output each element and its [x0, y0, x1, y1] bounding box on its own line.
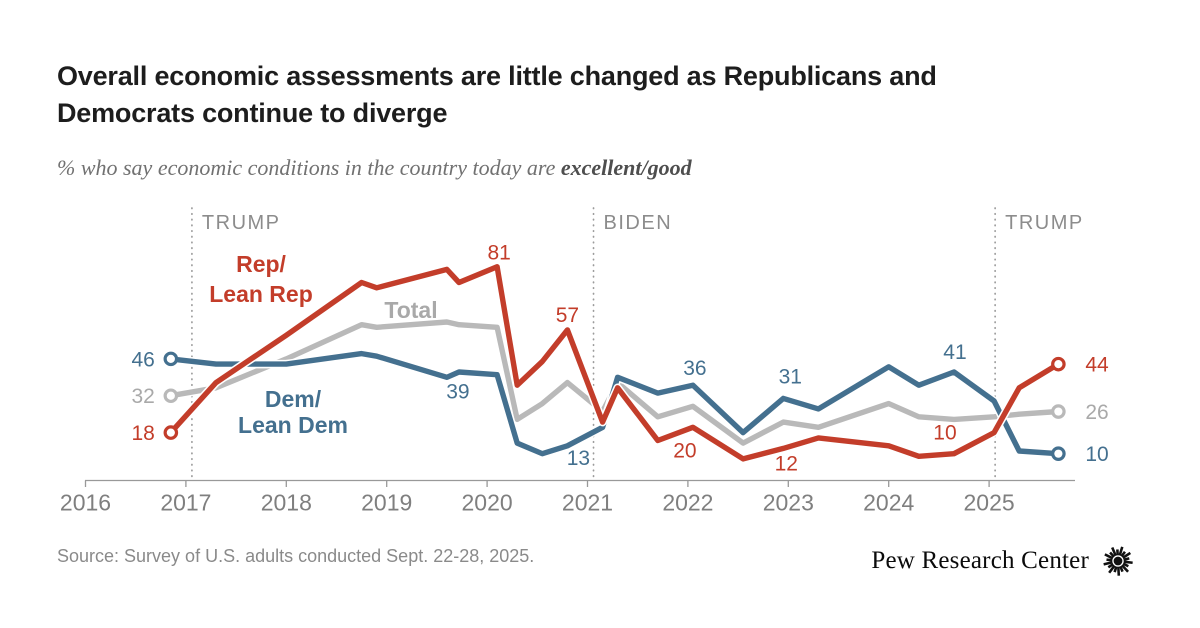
- line-rep-lean-rep: [168, 264, 1062, 462]
- value-annotation: 13: [567, 447, 590, 470]
- axis-tick-label: 2016: [60, 490, 111, 516]
- sunburst-spoke: [1118, 546, 1124, 556]
- value-annotation: 12: [775, 452, 798, 475]
- start-value-label: 46: [131, 348, 154, 371]
- end-value-label: 26: [1085, 401, 1108, 424]
- axis-tick-label: 2024: [863, 490, 914, 516]
- endpoint-marker: [163, 425, 179, 440]
- value-annotation: 10: [933, 422, 956, 445]
- pew-sunburst-icon: [1103, 546, 1133, 576]
- axis-tick-label: 2017: [160, 490, 211, 516]
- sunburst-spoke: [1123, 560, 1133, 565]
- endpoint-marker: [1051, 446, 1066, 461]
- page-title-line-2: Democrats continue to diverge: [57, 98, 448, 128]
- series-label-dem-lean-dem: Dem/: [265, 386, 322, 412]
- sunburst-spoke: [1122, 551, 1132, 559]
- axis-tick-label: 2021: [562, 490, 613, 516]
- endpoint-marker: [1051, 356, 1066, 372]
- sunburst-spoke: [1123, 557, 1130, 561]
- value-annotation: 39: [446, 380, 469, 403]
- start-value-label: 32: [131, 385, 154, 408]
- term-label: TRUMP: [202, 212, 281, 234]
- term-label: BIDEN: [604, 212, 673, 234]
- chart-subtitle-text: % who say economic conditions in the cou…: [57, 155, 561, 180]
- sunburst-spoke: [1120, 564, 1130, 573]
- value-annotation: 41: [943, 341, 966, 364]
- endpoint-marker: [1051, 404, 1066, 419]
- source-note: Source: Survey of U.S. adults conducted …: [57, 546, 535, 566]
- axis-tick-label: 2023: [763, 490, 814, 516]
- page-title: Overall economic assessments are little …: [57, 58, 1117, 132]
- value-annotation: 36: [683, 357, 706, 380]
- chart-subtitle-emphasis: excellent/good: [560, 155, 692, 180]
- sunburst-spoke: [1113, 556, 1123, 566]
- series-label-dem-lean-dem: Lean Dem: [238, 412, 348, 438]
- start-value-label: 18: [131, 422, 154, 445]
- axis-tick-label: 2020: [462, 490, 513, 516]
- series-label-rep-lean-rep: Lean Rep: [209, 281, 313, 307]
- sunburst-spoke: [1120, 550, 1126, 558]
- value-annotation: 81: [487, 242, 510, 265]
- sunburst-spoke: [1119, 565, 1124, 573]
- axis-tick-label: 2018: [261, 490, 312, 516]
- end-value-label: 44: [1085, 354, 1109, 377]
- axis-tick-label: 2025: [964, 490, 1015, 516]
- sunburst-spoke: [1103, 561, 1113, 566]
- sunburst-spoke: [1113, 566, 1118, 573]
- brand-name: Pew Research Center: [871, 547, 1089, 574]
- sunburst-spoke: [1122, 562, 1129, 568]
- sunburst-spoke: [1111, 546, 1117, 557]
- page-title-line-1: Overall economic assessments are little …: [57, 61, 937, 91]
- brand-lockup: Pew Research Center: [871, 542, 1137, 580]
- axis-tick-label: 2022: [662, 490, 713, 516]
- series-label-rep-lean-rep: Rep/: [236, 251, 286, 277]
- endpoint-marker: [163, 388, 179, 404]
- sunburst-spoke: [1107, 563, 1114, 569]
- sunburst-spoke: [1108, 564, 1116, 574]
- value-annotation: 31: [779, 365, 802, 388]
- series-label-total: Total: [384, 297, 437, 323]
- chart-subtitle: % who say economic conditions in the cou…: [57, 155, 1137, 181]
- term-label: TRUMP: [1005, 212, 1084, 234]
- axis-tick-label: 2019: [361, 490, 412, 516]
- sunburst-spoke: [1109, 551, 1116, 558]
- sunburst-spoke: [1106, 558, 1113, 562]
- sunburst-spoke: [1104, 553, 1114, 560]
- end-value-label: 10: [1085, 443, 1108, 466]
- value-annotation: 57: [556, 304, 579, 327]
- endpoint-marker: [163, 351, 179, 367]
- value-annotation: 20: [673, 439, 696, 462]
